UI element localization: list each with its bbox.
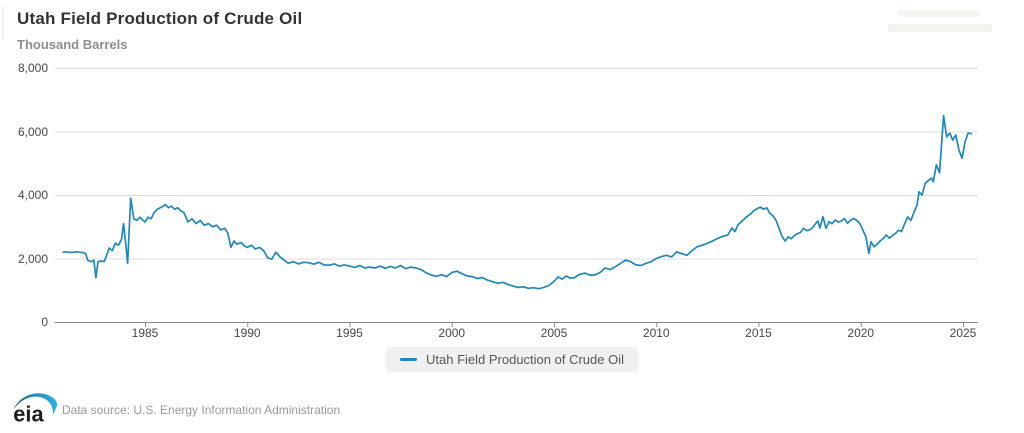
eia-logo: eia [13,393,58,426]
legend-line-swatch [400,358,418,361]
x-axis-labels: 1985 1990 1995 2000 2005 2010 2015 2020 2025 [0,326,1024,344]
eia-logo-text: eia [13,401,44,426]
x-axis-tick-label: 1995 [336,326,363,340]
faint-toolbar-text-2[interactable] [888,24,992,32]
eia-logo-swoosh-icon [13,393,58,416]
y-axis-tick-label: 2,000 [17,251,48,266]
x-axis-tick-label: 2000 [438,326,466,340]
left-edge-mark [2,6,4,40]
x-axis-tick-label: 2020 [847,326,875,340]
x-axis-tick-label: 1985 [131,326,159,340]
y-axis-tick-label: 4,000 [17,188,48,202]
x-axis-tick-label: 2010 [642,326,670,340]
legend-item[interactable]: Utah Field Production of Crude Oil [386,347,638,372]
chart-units-label: Thousand Barrels [17,37,128,52]
x-axis-tick-label: 2025 [949,326,977,340]
x-axis-tick-label: 2005 [540,326,568,340]
data-source-text: Data source: U.S. Energy Information Adm… [62,403,341,417]
x-axis-tick-label: 2015 [745,326,772,340]
production-line-series[interactable] [62,114,973,290]
y-axis-tick-label: 0 [41,315,48,329]
faint-toolbar-text-1[interactable] [898,10,980,17]
y-axis-tick-label: 6,000 [17,124,48,139]
chart-title: Utah Field Production of Crude Oil [17,9,303,28]
x-axis-tick-label: 1990 [233,326,261,340]
y-axis-tick-label: 8,000 [17,61,48,75]
legend-label: Utah Field Production of Crude Oil [426,352,624,367]
